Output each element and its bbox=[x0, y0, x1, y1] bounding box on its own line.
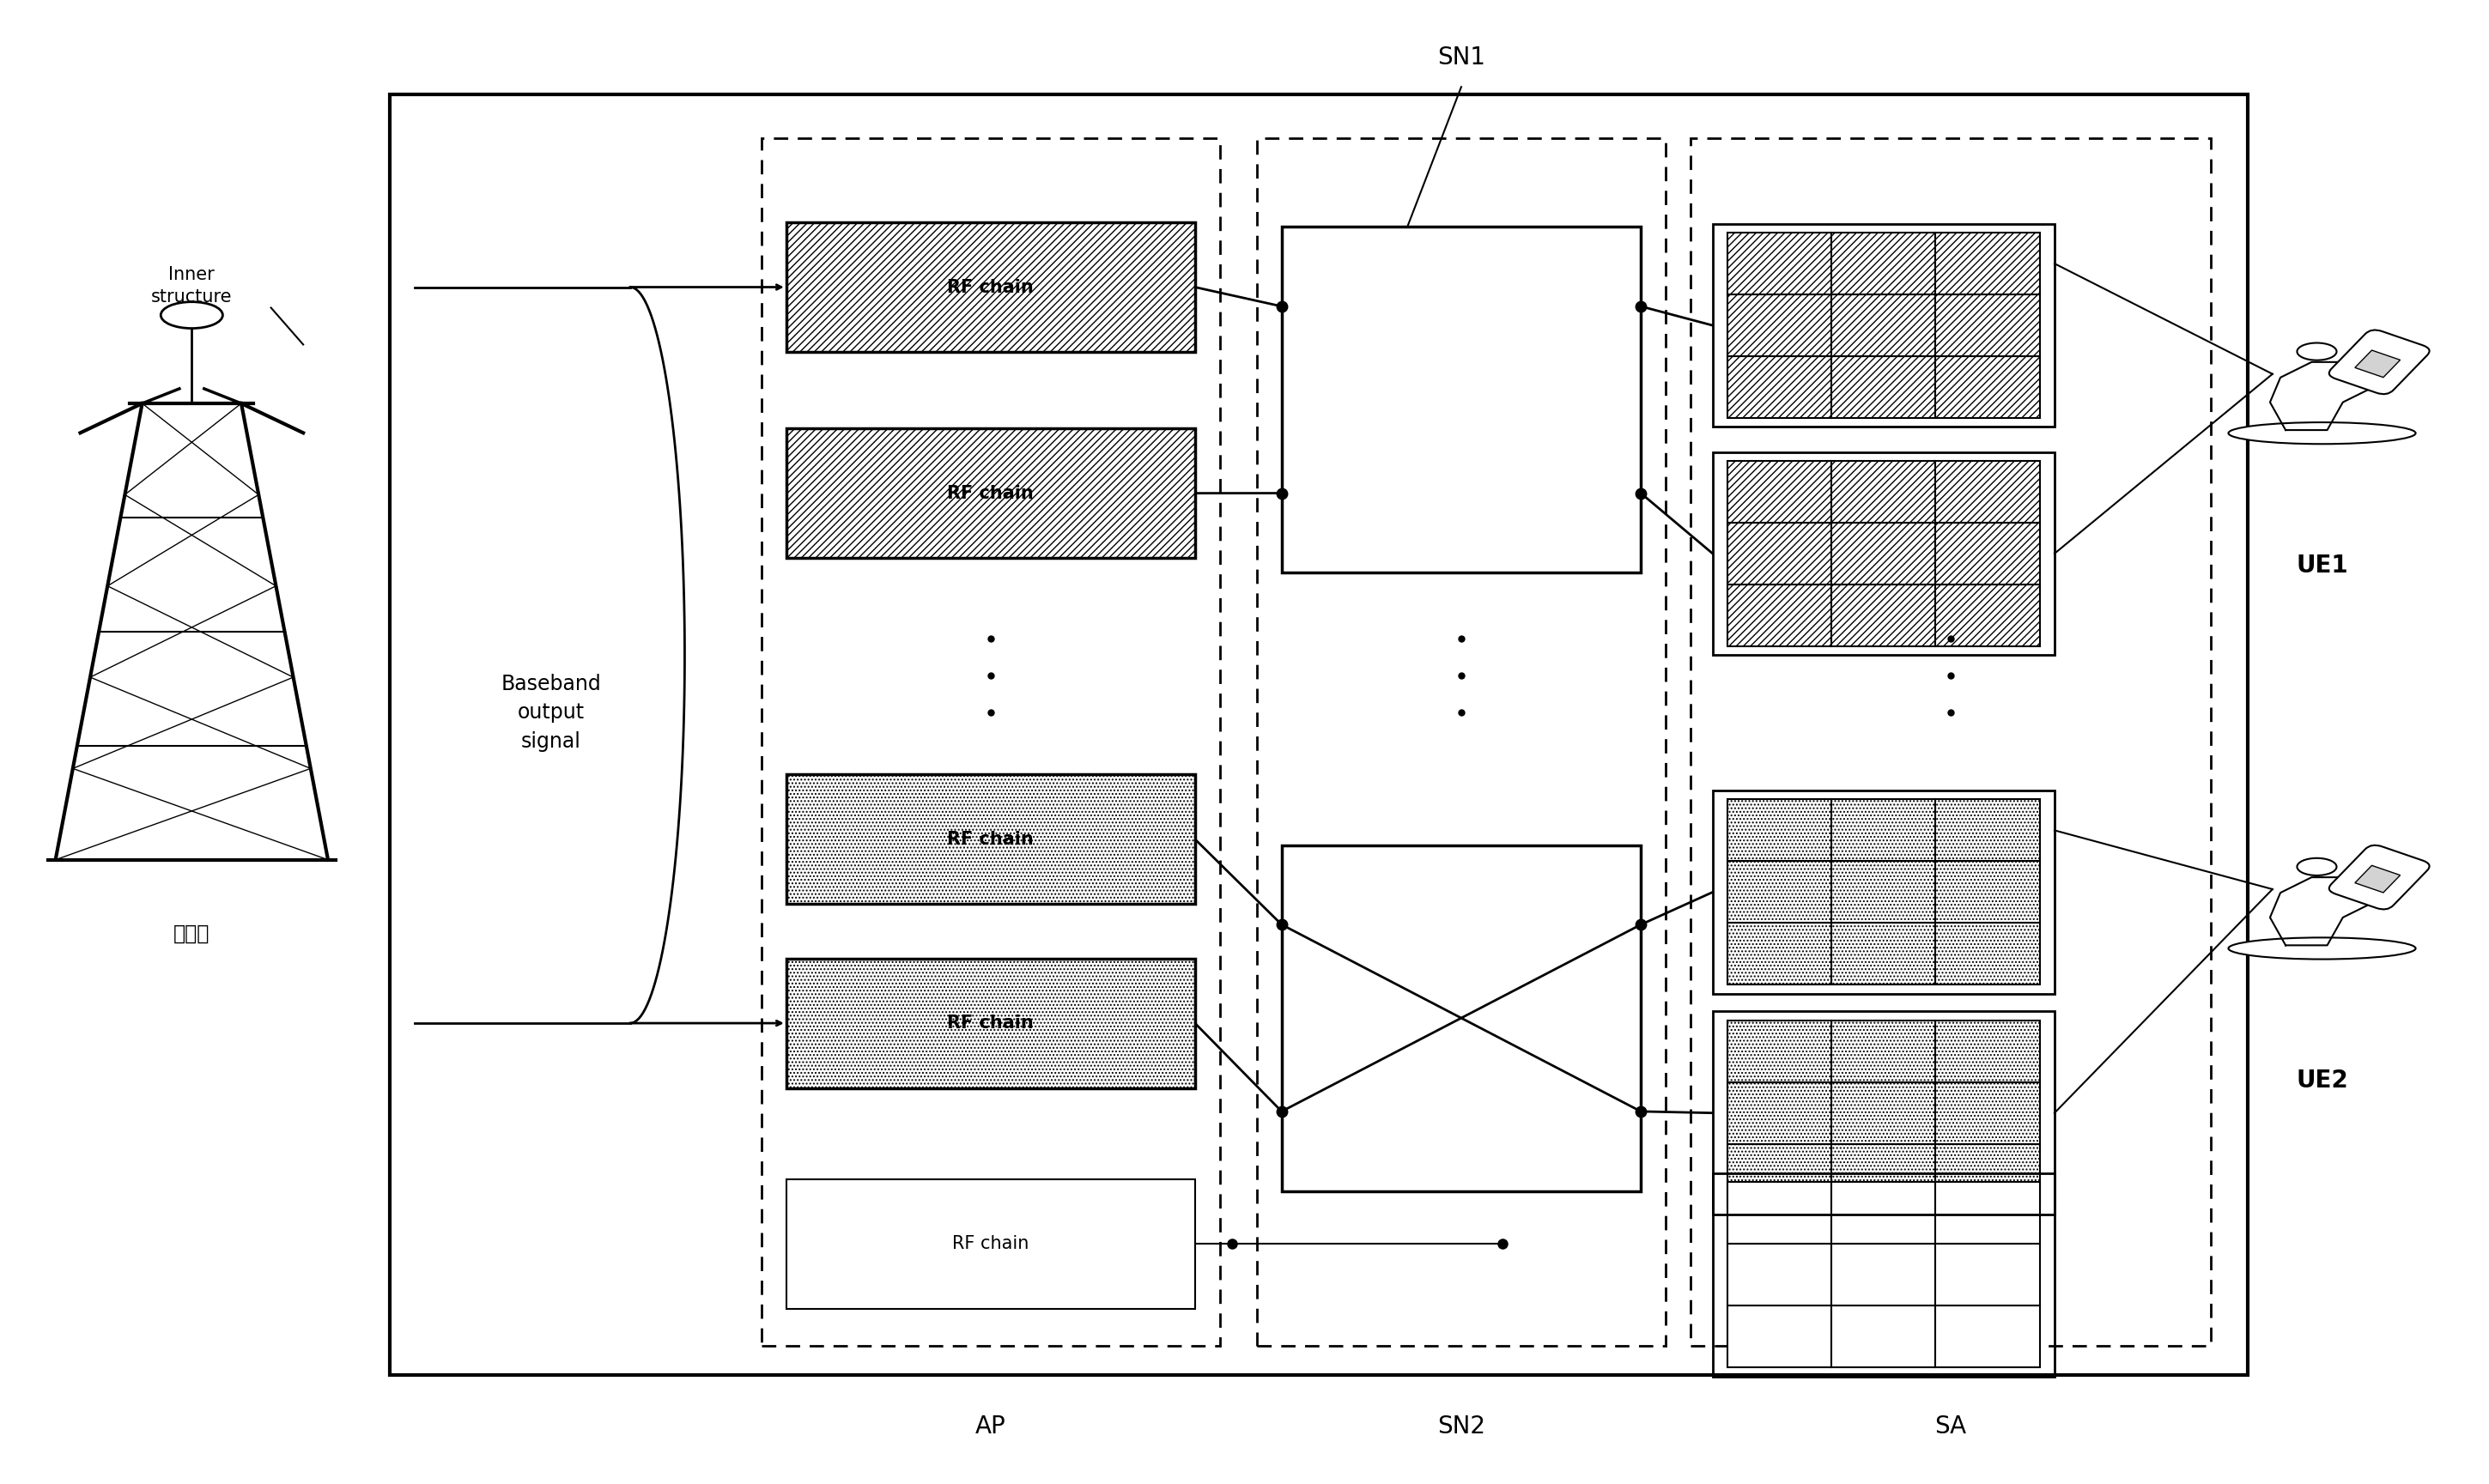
Bar bbox=[1936, 861, 2038, 923]
Bar bbox=[1832, 356, 1936, 418]
Bar bbox=[1282, 844, 1640, 1192]
Bar bbox=[1936, 923, 2038, 985]
Bar bbox=[1727, 356, 1832, 418]
Text: RF chain: RF chain bbox=[953, 1235, 1028, 1252]
Bar bbox=[1936, 1020, 2038, 1082]
Bar bbox=[1712, 1174, 2053, 1377]
Bar bbox=[1727, 923, 1832, 985]
Bar bbox=[1936, 1183, 2038, 1244]
Bar bbox=[1936, 356, 2038, 418]
Bar bbox=[1832, 1183, 1936, 1244]
Text: SN1: SN1 bbox=[1436, 46, 1486, 70]
Bar bbox=[1832, 1244, 1936, 1306]
Bar bbox=[1936, 522, 2038, 585]
Bar bbox=[1727, 1020, 1832, 1082]
Text: RF chain: RF chain bbox=[948, 279, 1033, 295]
Ellipse shape bbox=[2297, 858, 2337, 876]
Text: SA: SA bbox=[1934, 1414, 1966, 1438]
Polygon shape bbox=[2270, 362, 2375, 430]
Bar bbox=[1712, 791, 2053, 994]
Bar bbox=[1727, 294, 1832, 356]
Ellipse shape bbox=[2228, 423, 2417, 444]
Bar bbox=[1936, 462, 2038, 522]
Bar bbox=[1832, 1020, 1936, 1082]
Bar bbox=[1282, 227, 1640, 573]
Bar bbox=[1727, 1183, 1832, 1244]
Bar bbox=[1832, 923, 1936, 985]
Bar bbox=[1727, 522, 1832, 585]
Ellipse shape bbox=[2228, 938, 2417, 959]
Bar bbox=[1936, 233, 2038, 294]
Bar bbox=[1727, 1306, 1832, 1368]
Bar bbox=[1832, 585, 1936, 647]
Text: RF chain: RF chain bbox=[948, 1015, 1033, 1031]
Text: SN2: SN2 bbox=[1436, 1414, 1486, 1438]
Bar bbox=[2355, 865, 2399, 892]
Bar bbox=[1712, 1012, 2053, 1214]
Text: Inner
structure: Inner structure bbox=[152, 266, 231, 306]
Text: AP: AP bbox=[976, 1414, 1006, 1438]
Bar bbox=[1727, 861, 1832, 923]
Bar bbox=[1832, 1306, 1936, 1368]
Polygon shape bbox=[2270, 877, 2375, 945]
Bar bbox=[1832, 1144, 1936, 1205]
Bar bbox=[1727, 585, 1832, 647]
Bar bbox=[1712, 224, 2053, 427]
Bar bbox=[1832, 294, 1936, 356]
Text: 기지국: 기지국 bbox=[174, 923, 209, 944]
Bar bbox=[1936, 1244, 2038, 1306]
Bar bbox=[1727, 800, 1832, 861]
Text: UE1: UE1 bbox=[2295, 554, 2347, 577]
Bar bbox=[1936, 585, 2038, 647]
Text: Baseband
output
signal: Baseband output signal bbox=[500, 674, 600, 751]
Bar bbox=[787, 959, 1195, 1088]
Bar bbox=[1257, 138, 1665, 1346]
Bar bbox=[2355, 350, 2399, 377]
Bar bbox=[1727, 1082, 1832, 1144]
Bar bbox=[762, 138, 1220, 1346]
Bar bbox=[1727, 1144, 1832, 1205]
FancyBboxPatch shape bbox=[2330, 329, 2429, 395]
Bar bbox=[787, 223, 1195, 352]
Text: RF chain: RF chain bbox=[948, 485, 1033, 502]
Bar bbox=[1936, 1306, 2038, 1368]
Bar bbox=[1936, 294, 2038, 356]
Text: RF chain: RF chain bbox=[948, 831, 1033, 847]
Bar bbox=[1727, 1244, 1832, 1306]
Bar bbox=[1727, 233, 1832, 294]
Bar bbox=[787, 775, 1195, 904]
Bar bbox=[787, 1180, 1195, 1309]
Bar bbox=[1712, 453, 2053, 654]
FancyBboxPatch shape bbox=[2330, 846, 2429, 910]
Bar bbox=[1832, 861, 1936, 923]
Bar bbox=[391, 95, 2248, 1376]
Bar bbox=[1727, 462, 1832, 522]
Ellipse shape bbox=[2297, 343, 2337, 361]
Bar bbox=[787, 429, 1195, 558]
Bar bbox=[1832, 1082, 1936, 1144]
Ellipse shape bbox=[162, 301, 222, 328]
Bar bbox=[1936, 1144, 2038, 1205]
Bar bbox=[1936, 800, 2038, 861]
Text: UE2: UE2 bbox=[2295, 1068, 2347, 1092]
Bar bbox=[1832, 522, 1936, 585]
Bar bbox=[1832, 462, 1936, 522]
Bar bbox=[1690, 138, 2210, 1346]
Bar bbox=[1832, 800, 1936, 861]
Bar bbox=[1832, 233, 1936, 294]
Bar bbox=[1936, 1082, 2038, 1144]
